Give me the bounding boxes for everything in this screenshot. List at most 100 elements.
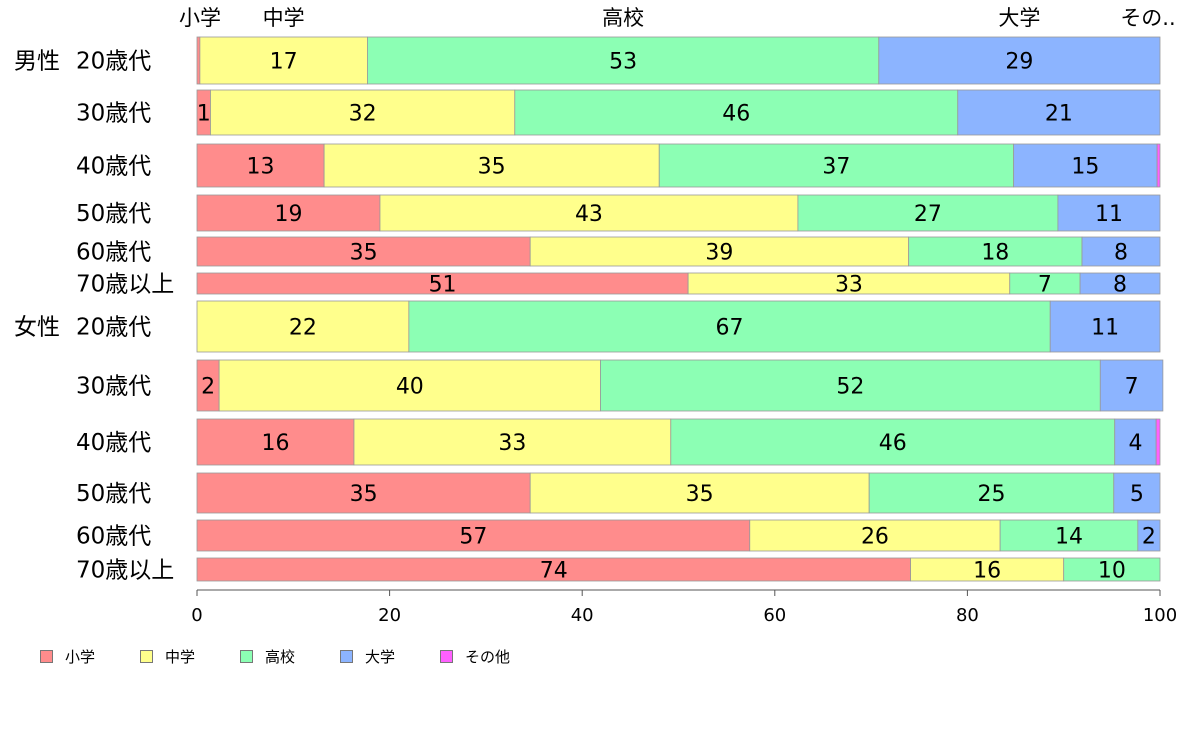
legend-item-high: 高校: [240, 646, 340, 667]
bar-segment: [1079, 272, 1161, 295]
bar-segment: [514, 89, 959, 136]
data-label: 35: [350, 241, 378, 266]
data-label: 52: [836, 375, 864, 400]
data-label: 74: [540, 559, 568, 584]
bar-segment: [957, 89, 1161, 136]
bar-segment: [196, 36, 201, 85]
bar-segment: [1063, 557, 1161, 582]
data-label: 2: [201, 375, 215, 400]
data-label: 7: [1038, 273, 1052, 298]
legend-label-high: 高校: [265, 648, 296, 666]
data-label: 33: [498, 431, 526, 456]
data-label: 67: [716, 316, 744, 341]
bar-segment: [196, 472, 531, 514]
category-label: 50歳代: [76, 201, 151, 227]
data-label: 7: [1125, 375, 1139, 400]
data-label: 39: [705, 241, 733, 266]
legend-swatch-university: [340, 650, 353, 663]
legend-swatch-other: [440, 650, 453, 663]
category-label: 60歳代: [76, 240, 151, 266]
data-label: 5: [1130, 482, 1144, 507]
bar-segment: [1013, 143, 1158, 188]
data-label: 1: [197, 102, 211, 127]
data-label: 19: [274, 202, 302, 227]
bar-segment: [999, 519, 1139, 552]
bar-segment: [1049, 300, 1161, 353]
legend: 小学 中学 高校 大学 その他: [40, 646, 540, 667]
category-label: 60歳代: [76, 524, 151, 550]
bar-segment: [600, 359, 1101, 412]
x-tick-label: 80: [956, 605, 979, 626]
legend-swatch-high: [240, 650, 253, 663]
data-label: 11: [1091, 316, 1119, 341]
legend-swatch-primary: [40, 650, 53, 663]
data-label: 27: [914, 202, 942, 227]
data-label: 13: [247, 155, 275, 180]
legend-label-university: 大学: [365, 648, 396, 666]
data-label: 21: [1045, 102, 1073, 127]
bar-segment: [1057, 194, 1161, 232]
bar-segment: [367, 36, 880, 85]
bar-segment: [797, 194, 1059, 232]
bar-segment: [670, 418, 1116, 466]
data-label: 35: [686, 482, 714, 507]
data-label: 40: [396, 375, 424, 400]
data-label: 25: [977, 482, 1005, 507]
bar-segment: [323, 143, 660, 188]
category-label: 40歳代: [76, 430, 151, 456]
data-label: 51: [429, 273, 457, 298]
legend-label-other: その他: [465, 648, 511, 666]
data-label: 18: [981, 241, 1009, 266]
top-label: 大学: [998, 6, 1040, 30]
bar-segment: [196, 236, 531, 267]
bar-segment: [1137, 519, 1161, 552]
bar-segment: [1099, 359, 1164, 412]
top-label: その..: [1120, 6, 1175, 30]
data-label: 33: [835, 273, 863, 298]
data-label: 15: [1071, 155, 1099, 180]
category-label: 30歳代: [76, 101, 151, 127]
data-label: 35: [478, 155, 506, 180]
bar-segment: [908, 236, 1083, 267]
legend-swatch-junior: [140, 650, 153, 663]
bar-segment: [408, 300, 1051, 353]
data-label: 11: [1095, 202, 1123, 227]
category-label: 30歳代: [76, 374, 151, 400]
top-label: 高校: [602, 6, 644, 30]
data-label: 8: [1113, 273, 1127, 298]
bar-segment: [1113, 472, 1161, 514]
bar-segment: [658, 143, 1015, 188]
bar-segment: [196, 519, 751, 552]
legend-item-primary: 小学: [40, 646, 140, 667]
bar-segment: [196, 300, 410, 353]
category-label: 20歳代: [76, 49, 151, 75]
legend-label-primary: 小学: [65, 648, 96, 666]
group-label: 男性: [14, 49, 60, 75]
bar-segment: [868, 472, 1115, 514]
data-label: 4: [1128, 431, 1142, 456]
data-label: 2: [1142, 525, 1156, 550]
data-label: 8: [1114, 241, 1128, 266]
data-label: 26: [861, 525, 889, 550]
data-label: 57: [459, 525, 487, 550]
x-tick-label: 20: [378, 605, 401, 626]
data-label: 53: [609, 50, 637, 75]
group-label: 女性: [14, 315, 60, 341]
top-label: 小学: [179, 6, 221, 30]
legend-item-university: 大学: [340, 646, 440, 667]
data-label: 29: [1005, 50, 1033, 75]
data-label: 43: [575, 202, 603, 227]
legend-item-junior: 中学: [140, 646, 240, 667]
category-label: 40歳代: [76, 154, 151, 180]
x-tick-label: 60: [763, 605, 786, 626]
category-label: 20歳代: [76, 315, 151, 341]
bar-segment: [1155, 418, 1161, 466]
category-label: 50歳代: [76, 481, 151, 507]
legend-item-other: その他: [440, 646, 540, 667]
x-tick-label: 100: [1143, 605, 1177, 626]
data-label: 32: [349, 102, 377, 127]
bar-segment: [196, 194, 381, 232]
top-label: 中学: [263, 6, 305, 30]
